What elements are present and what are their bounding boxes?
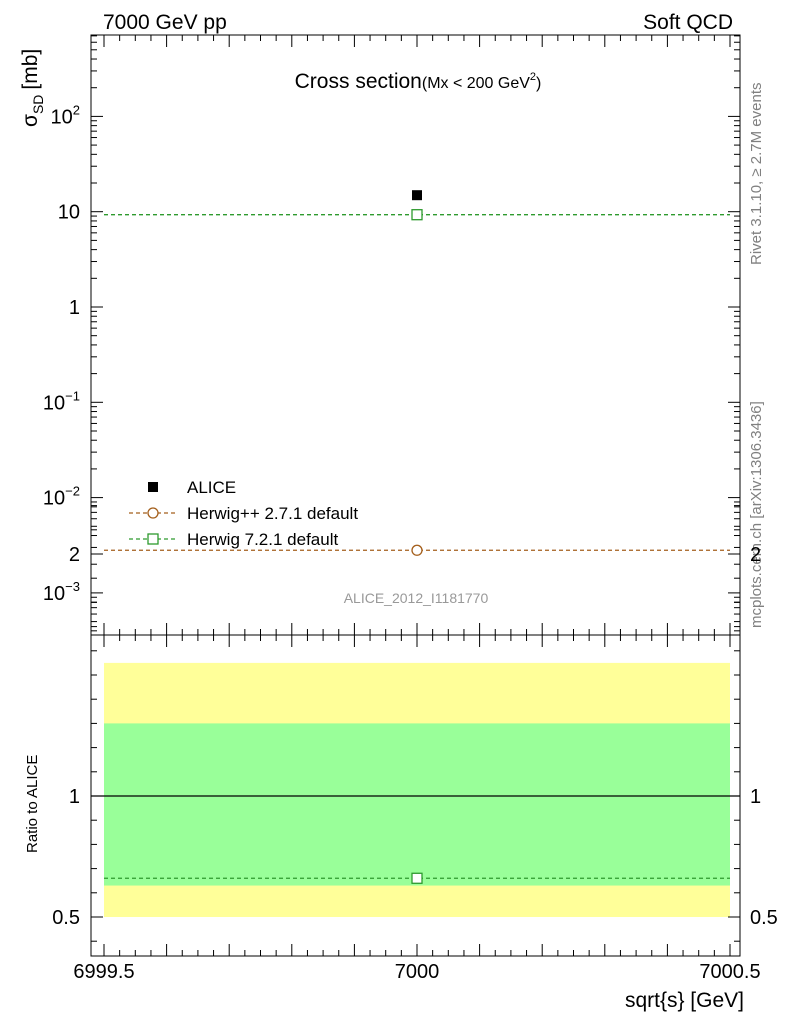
main-panel-title: Cross section(Mx < 200 GeV2) (295, 70, 542, 93)
ratio-y-tick-label-left: 1 (69, 786, 80, 808)
band-stat-uncertainty (104, 723, 730, 886)
y-axis-label-symbol: σ (19, 114, 42, 127)
data-point-alice (412, 190, 422, 201)
title-note-suffix: ) (536, 75, 541, 92)
mcplots-reference-label: mcplots.cern.ch [arXiv:1306.3436] (748, 401, 765, 628)
y-tick-label: 10−1 (43, 388, 80, 414)
legend-marker-herwig7 (147, 533, 159, 545)
x-tick-label: 7000.5 (699, 961, 760, 983)
x-tick-label: 7000 (395, 961, 440, 983)
y-tick-label: 102 (51, 102, 80, 128)
ratio-y-tick-label-left: 0.5 (52, 907, 80, 929)
ratio-y-axis-label: Ratio to ALICE (24, 755, 41, 853)
title-note-prefix: (Mx < 200 GeV (422, 75, 530, 92)
ratio-panel-bands (91, 662, 740, 917)
legend: ALICE Herwig++ 2.7.1 default Herwig 7.2.… (129, 478, 358, 549)
header-left-label: 7000 GeV pp (103, 11, 227, 34)
main-panel-x-ticks (103, 35, 731, 635)
legend-label-herwig7: Herwig 7.2.1 default (187, 530, 338, 549)
x-axis-label: sqrt{s} [GeV] (625, 989, 744, 1012)
ratio-y-tick-label-right: 0.5 (750, 907, 778, 929)
x-tick-label: 6999.5 (73, 961, 134, 983)
legend-marker-alice (148, 482, 158, 492)
data-point-herwig-2-7-1-default (411, 544, 423, 556)
y-axis-label-sub: SD (30, 95, 46, 114)
ratio-y-tick-label-right: 1 (750, 786, 761, 808)
y-tick-label: 1 (69, 297, 80, 319)
legend-entry-herwigpp: Herwig++ 2.7.1 default (129, 504, 358, 523)
ratio-panel-x-ticks: 6999.5 7000 7000.5 (73, 635, 761, 983)
y-tick-label: 10 (58, 202, 80, 224)
y-tick-label: 10−2 (43, 484, 80, 510)
legend-entry-herwig7: Herwig 7.2.1 default (129, 530, 338, 549)
main-panel-y-ticks: 10−3 10−2 10−1 1 10 102 (43, 35, 740, 632)
ratio-panel: 0.5 0.5 1 1 2 2 6999.5 7000 7000.5 Ratio to ALI… (24, 505, 778, 1012)
header-right-label: Soft QCD (643, 11, 733, 34)
svg-text:σSD[mb]: σSD [mb] (19, 49, 46, 127)
ratio-panel-y-ticks: 0.5 0.5 1 1 2 2 (52, 505, 778, 942)
y-tick-label: 10−3 (43, 579, 80, 605)
main-panel-watermark: ALICE_2012_I1181770 (344, 590, 489, 606)
title-note-sup: 2 (530, 71, 536, 83)
main-panel-series (104, 190, 730, 556)
main-panel: ALICE_2012_I1181770 Cross section(Mx < 2… (19, 34, 741, 636)
legend-label-alice: ALICE (187, 478, 236, 497)
ratio-y-tick-label-right: 2 (750, 544, 761, 566)
ratio-point-herwig-7-2-1-default (411, 872, 423, 884)
y-axis-label: σSD [mb] (19, 49, 46, 127)
y-axis-label-unit: [mb] (19, 49, 42, 90)
ratio-panel-frame (90, 634, 741, 957)
legend-label-herwigpp: Herwig++ 2.7.1 default (187, 504, 358, 523)
ratio-y-tick-label-left: 2 (69, 544, 80, 566)
legend-entry-alice: ALICE (148, 478, 236, 497)
ratio-panel-series (104, 872, 730, 884)
legend-marker-herwigpp (147, 507, 159, 519)
main-panel-title-text: Cross section (295, 70, 422, 93)
data-point-herwig-7-2-1-default (411, 209, 423, 221)
svg-text:Cross section(Mx < 200 GeV2): Cross section(Mx < 200 GeV2) (295, 70, 542, 93)
rivet-version-label: Rivet 3.1.10, ≥ 2.7M events (748, 83, 765, 266)
